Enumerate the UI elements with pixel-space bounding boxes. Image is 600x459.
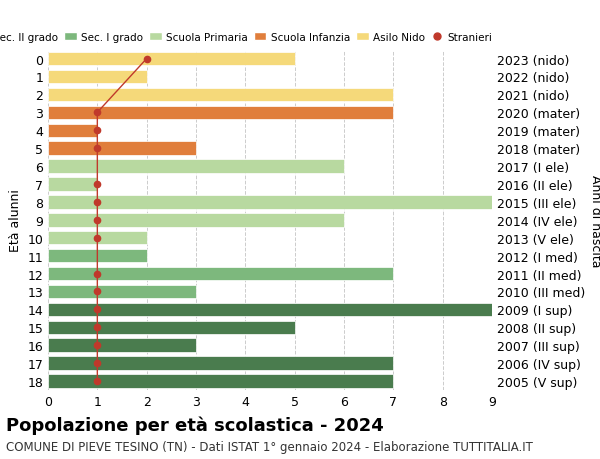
Bar [48,321,295,334]
Bar [48,339,196,352]
Bar [48,357,394,370]
Text: Popolazione per età scolastica - 2024: Popolazione per età scolastica - 2024 [6,415,384,434]
Bar [48,196,492,209]
Text: COMUNE DI PIEVE TESINO (TN) - Dati ISTAT 1° gennaio 2024 - Elaborazione TUTTITAL: COMUNE DI PIEVE TESINO (TN) - Dati ISTAT… [6,440,533,453]
Y-axis label: Età alunni: Età alunni [9,189,22,252]
Bar [48,142,196,156]
Bar [48,285,196,298]
Bar [48,178,97,191]
Bar [48,53,295,66]
Bar [48,160,344,174]
Bar [48,267,394,280]
Bar [48,106,394,120]
Bar [48,249,146,263]
Legend: Sec. II grado, Sec. I grado, Scuola Primaria, Scuola Infanzia, Asilo Nido, Stran: Sec. II grado, Sec. I grado, Scuola Prim… [0,28,497,47]
Bar [48,124,97,138]
Y-axis label: Anni di nascita: Anni di nascita [589,174,600,267]
Bar [48,375,394,388]
Bar [48,89,394,102]
Bar [48,303,492,316]
Bar [48,213,344,227]
Bar [48,71,146,84]
Bar [48,231,146,245]
